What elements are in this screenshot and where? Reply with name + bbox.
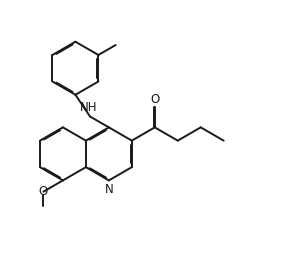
Text: NH: NH (80, 101, 97, 114)
Text: O: O (150, 93, 159, 106)
Text: N: N (105, 183, 113, 196)
Text: O: O (39, 185, 48, 198)
